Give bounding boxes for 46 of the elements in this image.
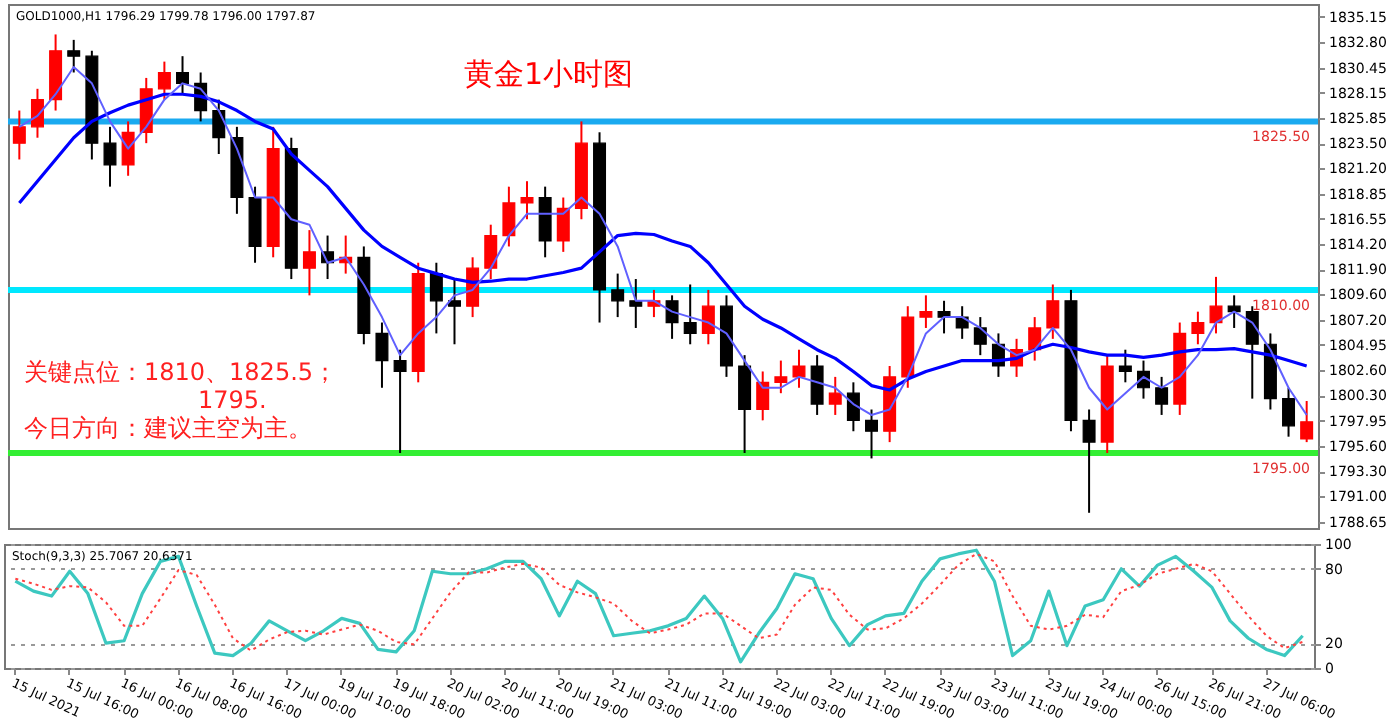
candlestick — [738, 354, 752, 454]
candlestick — [683, 283, 697, 346]
annotation: 1795. — [198, 386, 267, 414]
candlestick — [103, 125, 117, 188]
candlestick — [212, 98, 226, 156]
candlestick — [1082, 408, 1096, 514]
candlestick — [176, 55, 190, 96]
annotation: 关键点位：1810、1825.5； — [24, 358, 338, 386]
candlestick — [792, 348, 806, 389]
candlestick — [919, 294, 933, 329]
candlestick — [774, 359, 788, 395]
candlestick — [121, 120, 135, 177]
candlestick — [12, 109, 26, 161]
candlestick — [157, 60, 171, 101]
candlestick — [955, 305, 969, 340]
candlestick — [701, 288, 715, 346]
candlestick — [1209, 275, 1223, 335]
annotation: 今日方向：建议主空为主。 — [24, 414, 312, 442]
candlestick — [302, 229, 316, 297]
candlestick — [1046, 283, 1060, 340]
candlestick — [973, 316, 987, 357]
candlestick — [67, 38, 81, 74]
candlestick — [502, 185, 516, 248]
candlestick — [865, 408, 878, 460]
candlestick — [375, 321, 389, 389]
candlestick — [520, 180, 534, 221]
candlestick — [1191, 310, 1205, 346]
candlestick — [846, 381, 860, 433]
candlestick — [429, 261, 443, 335]
candlestick — [538, 185, 552, 259]
candlestick — [810, 354, 824, 416]
candlestick — [448, 278, 461, 346]
candlestick — [629, 278, 643, 329]
candlestick — [756, 370, 770, 422]
candlestick — [1118, 348, 1132, 384]
candlestick — [611, 272, 625, 319]
candlestick — [665, 294, 679, 340]
candlestick — [1300, 400, 1314, 444]
candlestick — [393, 348, 407, 454]
candlestick — [1282, 386, 1296, 438]
candlestick — [828, 375, 842, 416]
candlestick — [556, 196, 570, 253]
text: 黄金1小时图 — [464, 56, 634, 92]
candlestick — [1155, 375, 1169, 416]
candlestick — [937, 299, 951, 335]
candlestick — [484, 223, 498, 281]
